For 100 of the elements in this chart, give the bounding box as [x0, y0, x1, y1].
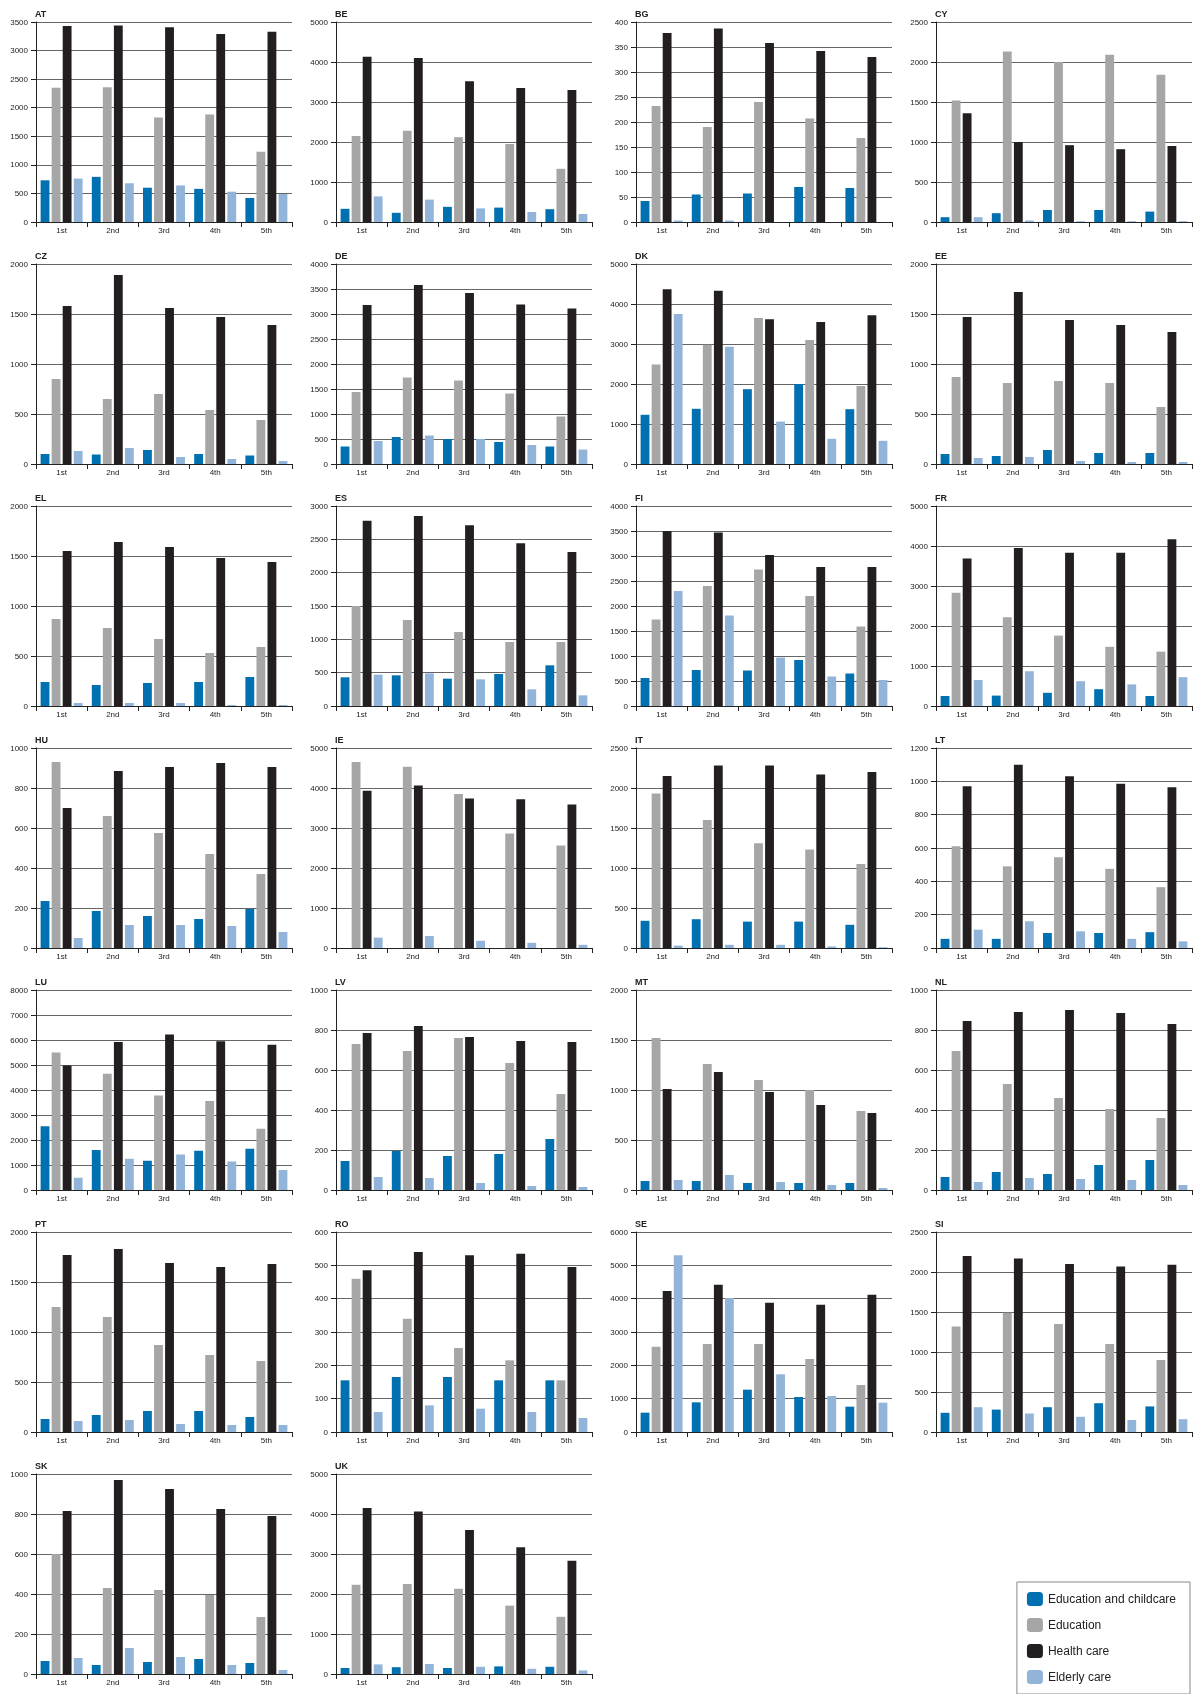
- y-tick-label: 2000: [310, 137, 329, 147]
- x-tick-label: 1st: [656, 951, 668, 961]
- x-tick-label: 3rd: [1058, 225, 1070, 235]
- x-tick-label: 1st: [656, 709, 668, 719]
- bar: [176, 703, 185, 706]
- bar: [724, 1298, 734, 1432]
- x-tick-label: 1st: [56, 951, 68, 961]
- bar: [827, 438, 837, 464]
- bar: [951, 846, 961, 948]
- bar: [402, 766, 412, 948]
- x-tick-label: 5th: [560, 1677, 572, 1687]
- bar: [1156, 887, 1166, 948]
- bar: [494, 1666, 504, 1674]
- bar: [973, 458, 983, 464]
- x-tick-label: 4th: [209, 951, 221, 961]
- bar: [527, 689, 537, 706]
- bar: [951, 1326, 961, 1432]
- y-tick-label: 1000: [310, 634, 329, 644]
- bar: [205, 854, 215, 948]
- x-tick-label: 5th: [860, 951, 872, 961]
- bar: [91, 454, 101, 464]
- bar: [373, 1177, 383, 1190]
- y-tick-label: 2000: [310, 359, 329, 369]
- bar: [51, 1052, 61, 1190]
- bar: [743, 1389, 752, 1432]
- bar: [578, 214, 588, 222]
- x-tick-label: 3rd: [1058, 1435, 1070, 1445]
- y-tick-label: 0: [923, 1427, 929, 1437]
- y-tick-label: 5000: [310, 743, 329, 753]
- bar: [845, 673, 855, 706]
- bar: [256, 1617, 266, 1674]
- bar: [278, 194, 288, 222]
- bar: [245, 198, 255, 222]
- bar: [351, 762, 361, 948]
- bar: [402, 1051, 412, 1190]
- chart-title: LU: [35, 976, 47, 987]
- bar: [1076, 931, 1085, 948]
- bar: [1178, 1185, 1188, 1190]
- x-tick-label: 5th: [1160, 951, 1172, 961]
- bar: [476, 940, 485, 948]
- bar: [40, 1661, 50, 1674]
- y-tick-label: 1000: [310, 985, 329, 995]
- y-tick-label: 2500: [310, 534, 329, 544]
- bar: [1127, 684, 1137, 706]
- y-tick-label: 100: [314, 1394, 329, 1404]
- bar: [991, 1172, 1001, 1190]
- bar: [40, 901, 50, 948]
- x-tick-label: 2nd: [406, 951, 420, 961]
- bar: [1043, 692, 1052, 706]
- bar: [1156, 1360, 1166, 1432]
- x-tick-label: 5th: [560, 467, 572, 477]
- bar: [154, 1590, 163, 1674]
- x-tick-label: 2nd: [706, 467, 720, 477]
- x-tick-label: 3rd: [458, 467, 470, 477]
- bar: [391, 437, 401, 464]
- x-tick-label: 4th: [209, 1193, 221, 1203]
- bar: [794, 1397, 804, 1432]
- bar: [845, 188, 855, 222]
- x-tick-label: 2nd: [1006, 467, 1020, 477]
- y-tick-label: 400: [14, 863, 29, 873]
- x-tick-label: 4th: [509, 1677, 521, 1687]
- y-tick-label: 1500: [10, 309, 29, 319]
- bar: [402, 620, 412, 706]
- x-tick-label: 1st: [356, 1677, 368, 1687]
- y-tick-label: 1000: [310, 177, 329, 187]
- bar: [176, 457, 185, 464]
- bar: [754, 318, 763, 464]
- y-tick-label: 200: [914, 1145, 929, 1155]
- x-tick-label: 4th: [509, 951, 521, 961]
- x-tick-label: 3rd: [1058, 1193, 1070, 1203]
- x-tick-label: 2nd: [406, 1435, 420, 1445]
- y-tick-label: 1500: [10, 551, 29, 561]
- bar: [154, 639, 163, 706]
- bar: [805, 1090, 815, 1190]
- y-tick-label: 3000: [310, 97, 329, 107]
- bar: [245, 1148, 255, 1190]
- bar: [391, 1151, 401, 1190]
- x-tick-label: 3rd: [1058, 951, 1070, 961]
- bar: [1002, 51, 1012, 222]
- bar: [278, 1170, 288, 1190]
- chart-title: BE: [335, 8, 348, 19]
- bar: [424, 936, 434, 948]
- bar: [124, 1158, 134, 1190]
- chart-title: RO: [335, 1218, 349, 1229]
- y-tick-label: 2500: [610, 743, 629, 753]
- bar: [351, 1278, 361, 1432]
- bar: [1076, 681, 1085, 706]
- y-tick-label: 250: [614, 92, 629, 102]
- y-tick-label: 1000: [610, 419, 629, 429]
- y-tick-label: 1000: [910, 661, 929, 671]
- y-tick-label: 3000: [610, 1327, 629, 1337]
- bar: [1002, 866, 1012, 948]
- bar: [245, 455, 255, 464]
- bar: [454, 380, 463, 464]
- y-tick-label: 2000: [910, 57, 929, 67]
- bar: [1076, 1179, 1085, 1190]
- y-tick-label: 0: [623, 459, 629, 469]
- bar: [73, 1177, 83, 1190]
- chart-title: DK: [635, 250, 649, 261]
- y-tick-label: 600: [314, 1227, 329, 1237]
